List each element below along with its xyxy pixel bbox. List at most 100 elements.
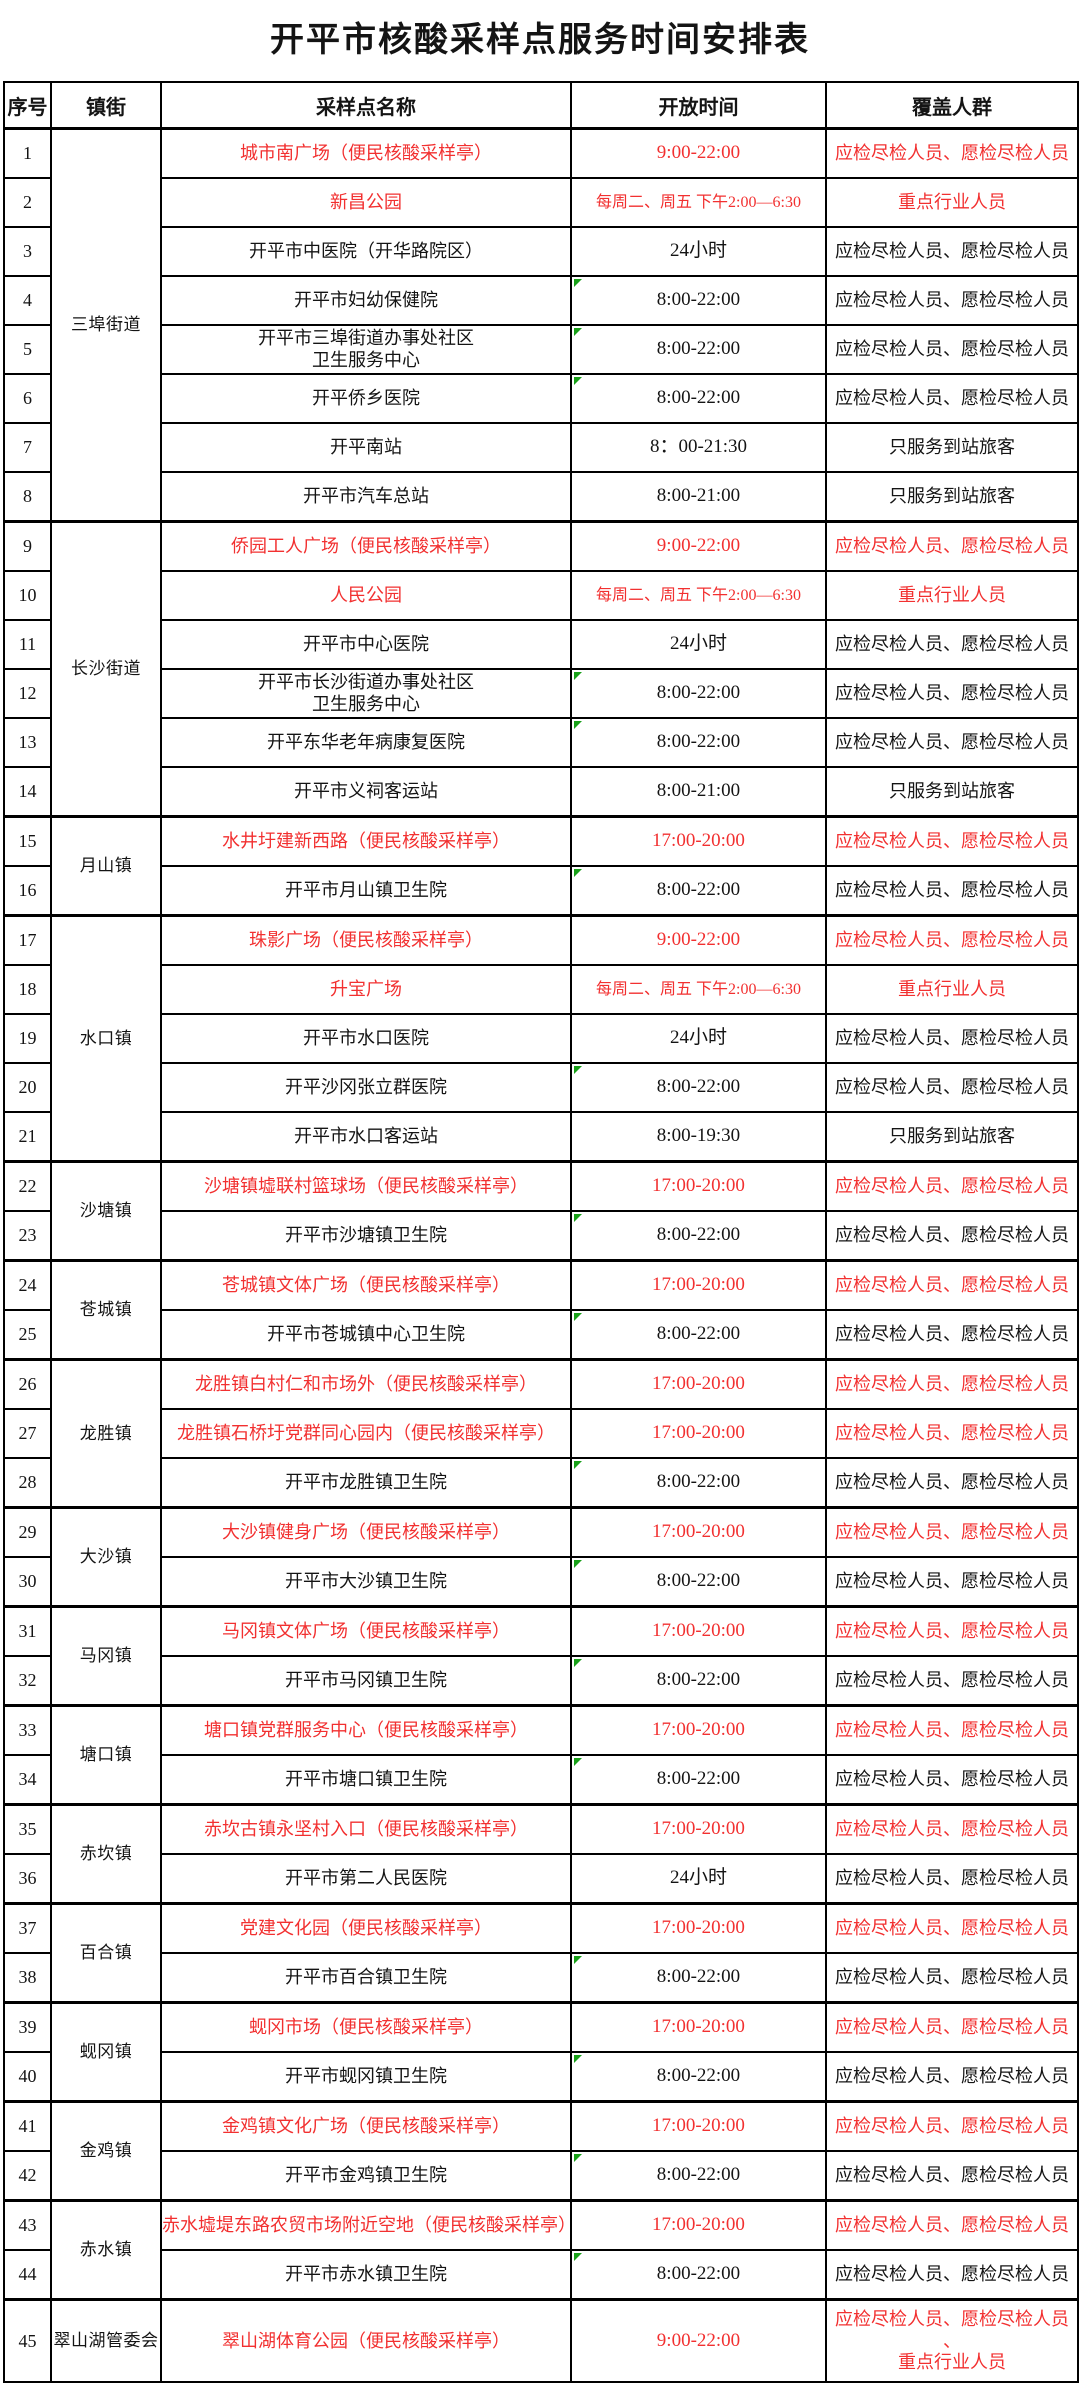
site-name-cell: 开平市水口客运站 <box>160 1111 572 1163</box>
town-cell: 大沙镇 <box>50 1506 162 1608</box>
coverage-cell: 应检尽检人员、愿检尽检人员 <box>825 2051 1079 2103</box>
coverage-cell: 应检尽检人员、愿检尽检人员 <box>825 373 1079 425</box>
row-number-cell: 9 <box>3 520 52 573</box>
green-comment-marker-icon <box>574 721 582 730</box>
site-name-cell: 开平市中心医院 <box>160 619 572 671</box>
table-row: 5 开平市三埠街道办事处社区 卫生服务中心 8:00-22:00 应检尽检人员、愿检尽… <box>3 324 1079 376</box>
open-time-cell: 17:00-20:00 <box>570 1506 827 1559</box>
green-comment-marker-icon <box>574 1214 582 1223</box>
coverage-cell: 应检尽检人员、愿检尽检人员 <box>825 1309 1079 1361</box>
open-time-cell: 8:00-22:00 <box>570 1655 827 1707</box>
row-number-cell: 35 <box>3 1803 52 1856</box>
coverage-cell: 应检尽检人员、愿检尽检人员 <box>825 1013 1079 1065</box>
site-name-cell: 开平市水口医院 <box>160 1013 572 1065</box>
table-row: 24 苍城镇 苍城镇文体广场（便民核酸采样亭） 17:00-20:00 应检尽检人员、愿… <box>3 1259 1079 1361</box>
town-cell: 蚬冈镇 <box>50 2001 162 2103</box>
open-time-cell: 每周二、周五 下午2:00—6:30 <box>570 964 827 1016</box>
green-comment-marker-icon <box>574 2055 582 2064</box>
row-number-cell: 19 <box>3 1013 52 1065</box>
row-number-cell: 20 <box>3 1062 52 1114</box>
open-time-cell: 17:00-20:00 <box>570 1259 827 1312</box>
coverage-cell: 只服务到站旅客 <box>825 471 1079 523</box>
row-number-cell: 37 <box>3 1902 52 1955</box>
open-time-cell: 8:00-22:00 <box>570 1210 827 1262</box>
row-number-cell: 3 <box>3 226 52 278</box>
green-comment-marker-icon <box>574 328 582 337</box>
coverage-cell: 重点行业人员 <box>825 570 1079 622</box>
row-number-cell: 24 <box>3 1259 52 1312</box>
site-name-cell: 开平市义祠客运站 <box>160 766 572 818</box>
site-name-cell: 开平市塘口镇卫生院 <box>160 1754 572 1806</box>
row-number-cell: 14 <box>3 766 52 818</box>
table-row: 4 开平市妇幼保健院 8:00-22:00 应检尽检人员、愿检尽检人员 <box>3 275 1079 327</box>
row-number-cell: 40 <box>3 2051 52 2103</box>
row-number-cell: 22 <box>3 1160 52 1213</box>
open-time-cell: 17:00-20:00 <box>570 1605 827 1658</box>
open-time-cell: 9:00-22:00 <box>570 520 827 573</box>
coverage-cell: 应检尽检人员、愿检尽检人员 <box>825 1408 1079 1460</box>
site-name-cell: 珠影广场（便民核酸采样亭） <box>160 914 572 967</box>
table-row: 6 开平侨乡医院 8:00-22:00 应检尽检人员、愿检尽检人员 <box>3 373 1079 425</box>
open-time-cell: 24小时 <box>570 1853 827 1905</box>
site-name-cell: 开平市金鸡镇卫生院 <box>160 2150 572 2202</box>
green-comment-marker-icon <box>574 377 582 386</box>
row-number-cell: 45 <box>3 2298 52 2384</box>
site-name-cell: 开平南站 <box>160 422 572 474</box>
site-name-cell: 开平市妇幼保健院 <box>160 275 572 327</box>
town-cell: 苍城镇 <box>50 1259 162 1361</box>
coverage-cell: 应检尽检人员、愿检尽检人员 <box>825 2199 1079 2252</box>
open-time-cell: 8:00-22:00 <box>570 324 827 376</box>
coverage-cell: 应检尽检人员、愿检尽检人员 <box>825 1952 1079 2004</box>
site-name-cell: 金鸡镇文化广场（便民核酸采样亭） <box>160 2100 572 2153</box>
row-number-cell: 5 <box>3 324 52 376</box>
open-time-cell: 9:00-22:00 <box>570 2298 827 2384</box>
row-number-cell: 36 <box>3 1853 52 1905</box>
table-row: 8 开平市汽车总站 8:00-21:00 只服务到站旅客 <box>3 471 1079 523</box>
coverage-cell: 应检尽检人员、愿检尽检人员 <box>825 1457 1079 1509</box>
site-name-cell: 翠山湖体育公园（便民核酸采样亭） <box>160 2298 572 2384</box>
table-row: 25 开平市苍城镇中心卫生院 8:00-22:00 应检尽检人员、愿检尽检人员 <box>3 1309 1079 1361</box>
town-cell: 水口镇 <box>50 914 162 1163</box>
coverage-cell: 应检尽检人员、愿检尽检人员 <box>825 324 1079 376</box>
table-row: 14 开平市义祠客运站 8:00-21:00 只服务到站旅客 <box>3 766 1079 818</box>
town-cell: 沙塘镇 <box>50 1160 162 1262</box>
site-name-cell: 开平沙冈张立群医院 <box>160 1062 572 1114</box>
town-cell: 三埠街道 <box>50 127 162 523</box>
site-name-cell: 开平市大沙镇卫生院 <box>160 1556 572 1608</box>
site-name-cell: 开平市赤水镇卫生院 <box>160 2249 572 2301</box>
table-row: 40 开平市蚬冈镇卫生院 8:00-22:00 应检尽检人员、愿检尽检人员 <box>3 2051 1079 2103</box>
coverage-cell: 应检尽检人员、愿检尽检人员 <box>825 1160 1079 1213</box>
row-number-cell: 39 <box>3 2001 52 2054</box>
site-name-cell: 开平东华老年病康复医院 <box>160 717 572 769</box>
open-time-cell: 9:00-22:00 <box>570 914 827 967</box>
site-name-cell: 升宝广场 <box>160 964 572 1016</box>
coverage-cell: 应检尽检人员、愿检尽检人员 <box>825 815 1079 868</box>
open-time-cell: 24小时 <box>570 619 827 671</box>
table-row: 30 开平市大沙镇卫生院 8:00-22:00 应检尽检人员、愿检尽检人员 <box>3 1556 1079 1608</box>
open-time-cell: 8:00-22:00 <box>570 1309 827 1361</box>
green-comment-marker-icon <box>574 869 582 878</box>
row-number-cell: 23 <box>3 1210 52 1262</box>
table-row: 33 塘口镇 塘口镇党群服务中心（便民核酸采样亭） 17:00-20:00 应检尽检人员… <box>3 1704 1079 1806</box>
coverage-cell: 应检尽检人员、愿检尽检人员 <box>825 1259 1079 1312</box>
coverage-cell: 应检尽检人员、愿检尽检人员 <box>825 1605 1079 1658</box>
coverage-cell: 应检尽检人员、愿检尽检人员 <box>825 2150 1079 2202</box>
table-body: 1 三埠街道 城市南广场（便民核酸采样亭） 9:00-22:00 应检尽检人员、愿检尽检… <box>3 127 1079 2384</box>
table-row: 7 开平南站 8：00-21:30 只服务到站旅客 <box>3 422 1079 474</box>
town-cell: 翠山湖管委会 <box>50 2298 162 2384</box>
site-name-cell: 城市南广场（便民核酸采样亭） <box>160 127 572 180</box>
row-number-cell: 6 <box>3 373 52 425</box>
open-time-cell: 8：00-21:30 <box>570 422 827 474</box>
site-name-cell: 开平市蚬冈镇卫生院 <box>160 2051 572 2103</box>
green-comment-marker-icon <box>574 1066 582 1075</box>
site-name-cell: 苍城镇文体广场（便民核酸采样亭） <box>160 1259 572 1312</box>
table-row: 23 开平市沙塘镇卫生院 8:00-22:00 应检尽检人员、愿检尽检人员 <box>3 1210 1079 1262</box>
table-row: 38 开平市百合镇卫生院 8:00-22:00 应检尽检人员、愿检尽检人员 <box>3 1952 1079 2004</box>
site-name-cell: 开平市三埠街道办事处社区 卫生服务中心 <box>160 324 572 376</box>
site-name-cell: 马冈镇文体广场（便民核酸采样亭） <box>160 1605 572 1658</box>
table-row: 27 龙胜镇石桥圩党群同心园内（便民核酸采样亭） 17:00-20:00 应检尽检人员… <box>3 1408 1079 1460</box>
row-number-cell: 12 <box>3 668 52 720</box>
open-time-cell: 17:00-20:00 <box>570 2001 827 2054</box>
table-row: 3 开平市中医院（开华路院区） 24小时 应检尽检人员、愿检尽检人员 <box>3 226 1079 278</box>
open-time-cell: 8:00-22:00 <box>570 373 827 425</box>
